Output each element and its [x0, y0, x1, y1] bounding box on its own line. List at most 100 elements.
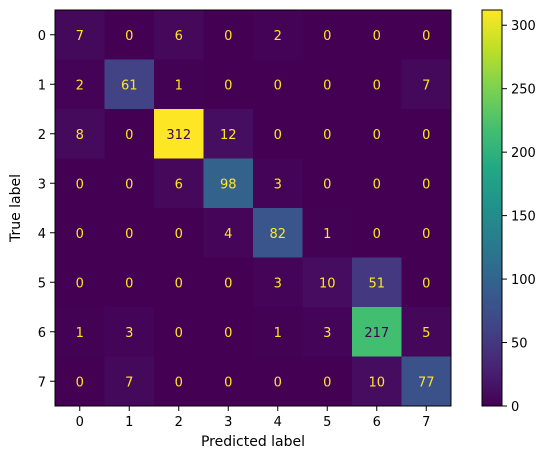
- heatmap-cell-r0-c2: [154, 10, 204, 60]
- heatmap-cell-r1-c7: [401, 59, 452, 110]
- heatmap-cell-r6-c2: [154, 307, 204, 357]
- cell-value-label-r6-c0: 1: [76, 326, 84, 341]
- heatmap-cell-r6-c0: [55, 307, 105, 357]
- cell-value-label-r2-c5: 0: [323, 128, 331, 143]
- heatmap-cell-r5-c0: [55, 257, 105, 308]
- heatmap-cell-r2-c7: [401, 109, 452, 159]
- cell-value-label-r4-c5: 1: [323, 227, 331, 242]
- heatmap-cell-r3-c6: [352, 158, 402, 209]
- x-tick-label-2: 2: [175, 415, 183, 430]
- heatmap-cell-r2-c2: [154, 109, 204, 159]
- cell-value-label-r2-c6: 0: [373, 128, 381, 143]
- heatmap-cell-r7-c4: [253, 356, 303, 407]
- heatmap-cell-r2-c5: [302, 109, 353, 159]
- heatmap-cell-r0-c5: [302, 10, 353, 60]
- cell-value-label-r2-c1: 0: [125, 128, 133, 143]
- cell-value-label-r4-c3: 4: [224, 227, 232, 242]
- cell-value-label-r3-c6: 0: [373, 177, 381, 192]
- cell-value-label-r2-c2: 312: [166, 128, 191, 143]
- cell-value-label-r0-c4: 2: [274, 29, 282, 44]
- heatmap-cell-r3-c0: [55, 158, 105, 209]
- heatmap-cell-r4-c7: [401, 208, 452, 258]
- heatmap-cell-r2-c4: [253, 109, 303, 159]
- x-axis-label: Predicted label: [201, 434, 305, 450]
- heatmap-cell-r7-c3: [203, 356, 254, 407]
- cell-value-label-r1-c2: 1: [175, 78, 183, 93]
- cell-value-label-r6-c6: 217: [364, 326, 389, 341]
- x-tick-label-0: 0: [76, 415, 84, 430]
- cell-value-label-r1-c5: 0: [323, 78, 331, 93]
- cell-value-label-r0-c0: 7: [76, 29, 84, 44]
- heatmap-cell-r6-c5: [302, 307, 353, 357]
- cell-value-label-r1-c1: 61: [121, 78, 138, 93]
- heatmap-cell-r0-c6: [352, 10, 402, 60]
- cell-value-label-r7-c0: 0: [76, 375, 84, 390]
- heatmap-cell-r6-c6: [352, 307, 402, 357]
- heatmap-cell-r4-c5: [302, 208, 353, 258]
- cell-value-label-r6-c5: 3: [323, 326, 331, 341]
- heatmap-cell-r0-c7: [401, 10, 452, 60]
- cell-value-label-r5-c2: 0: [175, 276, 183, 291]
- cell-value-label-r4-c7: 0: [422, 227, 430, 242]
- cell-value-label-r4-c2: 0: [175, 227, 183, 242]
- cell-value-label-r0-c5: 0: [323, 29, 331, 44]
- cell-value-label-r4-c0: 0: [76, 227, 84, 242]
- heatmap-cell-r6-c7: [401, 307, 452, 357]
- x-tick-label-6: 6: [373, 415, 381, 430]
- y-tick-label-3: 3: [38, 177, 46, 192]
- cell-value-label-r5-c7: 0: [422, 276, 430, 291]
- cell-value-label-r0-c1: 0: [125, 29, 133, 44]
- y-axis-ticks: 0 1 2 3 4 5 6 7: [38, 29, 55, 390]
- cell-value-label-r6-c3: 0: [224, 326, 232, 341]
- heatmap-cell-r4-c0: [55, 208, 105, 258]
- colorbar-tick-label-200: 200: [511, 146, 536, 161]
- heatmap-cell-r1-c6: [352, 59, 402, 110]
- y-tick-label-0: 0: [38, 29, 46, 44]
- cell-value-label-r7-c7: 77: [418, 375, 435, 390]
- heatmap-cell-r7-c1: [104, 356, 155, 407]
- x-axis-ticks: 0 1 2 3 4 5 6 7: [76, 406, 430, 430]
- colorbar-ticks: 0 50 100 150 200 250 300: [502, 19, 536, 415]
- cell-value-label-r0-c7: 0: [422, 29, 430, 44]
- heatmap-cells: 7 0 6 0 2 0 0 02 61 1 0 0 0 0 78 0 312 12 0 0 0 00 0 6 98 3 0 0 00 0 0…: [55, 10, 452, 407]
- cell-value-label-r2-c7: 0: [422, 128, 430, 143]
- heatmap-cell-r7-c5: [302, 356, 353, 407]
- y-tick-label-5: 5: [38, 276, 46, 291]
- y-tick-label-1: 1: [38, 78, 46, 93]
- cell-value-label-r2-c3: 12: [220, 128, 237, 143]
- cell-value-label-r5-c3: 0: [224, 276, 232, 291]
- cell-value-label-r4-c6: 0: [373, 227, 381, 242]
- heatmap-cell-r1-c4: [253, 59, 303, 110]
- cell-value-label-r3-c5: 0: [323, 177, 331, 192]
- heatmap-cell-r3-c7: [401, 158, 452, 209]
- heatmap-cell-r2-c6: [352, 109, 402, 159]
- cell-value-label-r5-c5: 10: [319, 276, 336, 291]
- y-tick-label-4: 4: [38, 227, 46, 242]
- cell-value-label-r6-c2: 0: [175, 326, 183, 341]
- colorbar-tick-label-300: 300: [511, 19, 536, 34]
- heatmap-cell-r4-c1: [104, 208, 155, 258]
- cell-value-label-r6-c7: 5: [422, 326, 430, 341]
- heatmap-cell-r4-c4: [253, 208, 303, 258]
- cell-value-label-r0-c3: 0: [224, 29, 232, 44]
- colorbar-tick-label-250: 250: [511, 83, 536, 98]
- heatmap-cell-r0-c0: [55, 10, 105, 60]
- cell-value-label-r3-c7: 0: [422, 177, 430, 192]
- cell-value-label-r1-c3: 0: [224, 78, 232, 93]
- cell-value-label-r7-c1: 7: [125, 375, 133, 390]
- cell-value-label-r3-c3: 98: [220, 177, 237, 192]
- y-tick-label-2: 2: [38, 128, 46, 143]
- heatmap-cell-r3-c3: [203, 158, 254, 209]
- heatmap-cell-r1-c3: [203, 59, 254, 110]
- heatmap-cell-r2-c1: [104, 109, 155, 159]
- cell-value-label-r0-c6: 0: [373, 29, 381, 44]
- heatmap-cell-r6-c3: [203, 307, 254, 357]
- heatmap-cell-r6-c4: [253, 307, 303, 357]
- x-tick-label-1: 1: [125, 415, 133, 430]
- heatmap-cell-r0-c4: [253, 10, 303, 60]
- colorbar-tick-label-0: 0: [511, 400, 519, 415]
- cell-value-label-r2-c0: 8: [76, 128, 84, 143]
- heatmap-cell-r3-c4: [253, 158, 303, 209]
- cell-value-label-r7-c4: 0: [274, 375, 282, 390]
